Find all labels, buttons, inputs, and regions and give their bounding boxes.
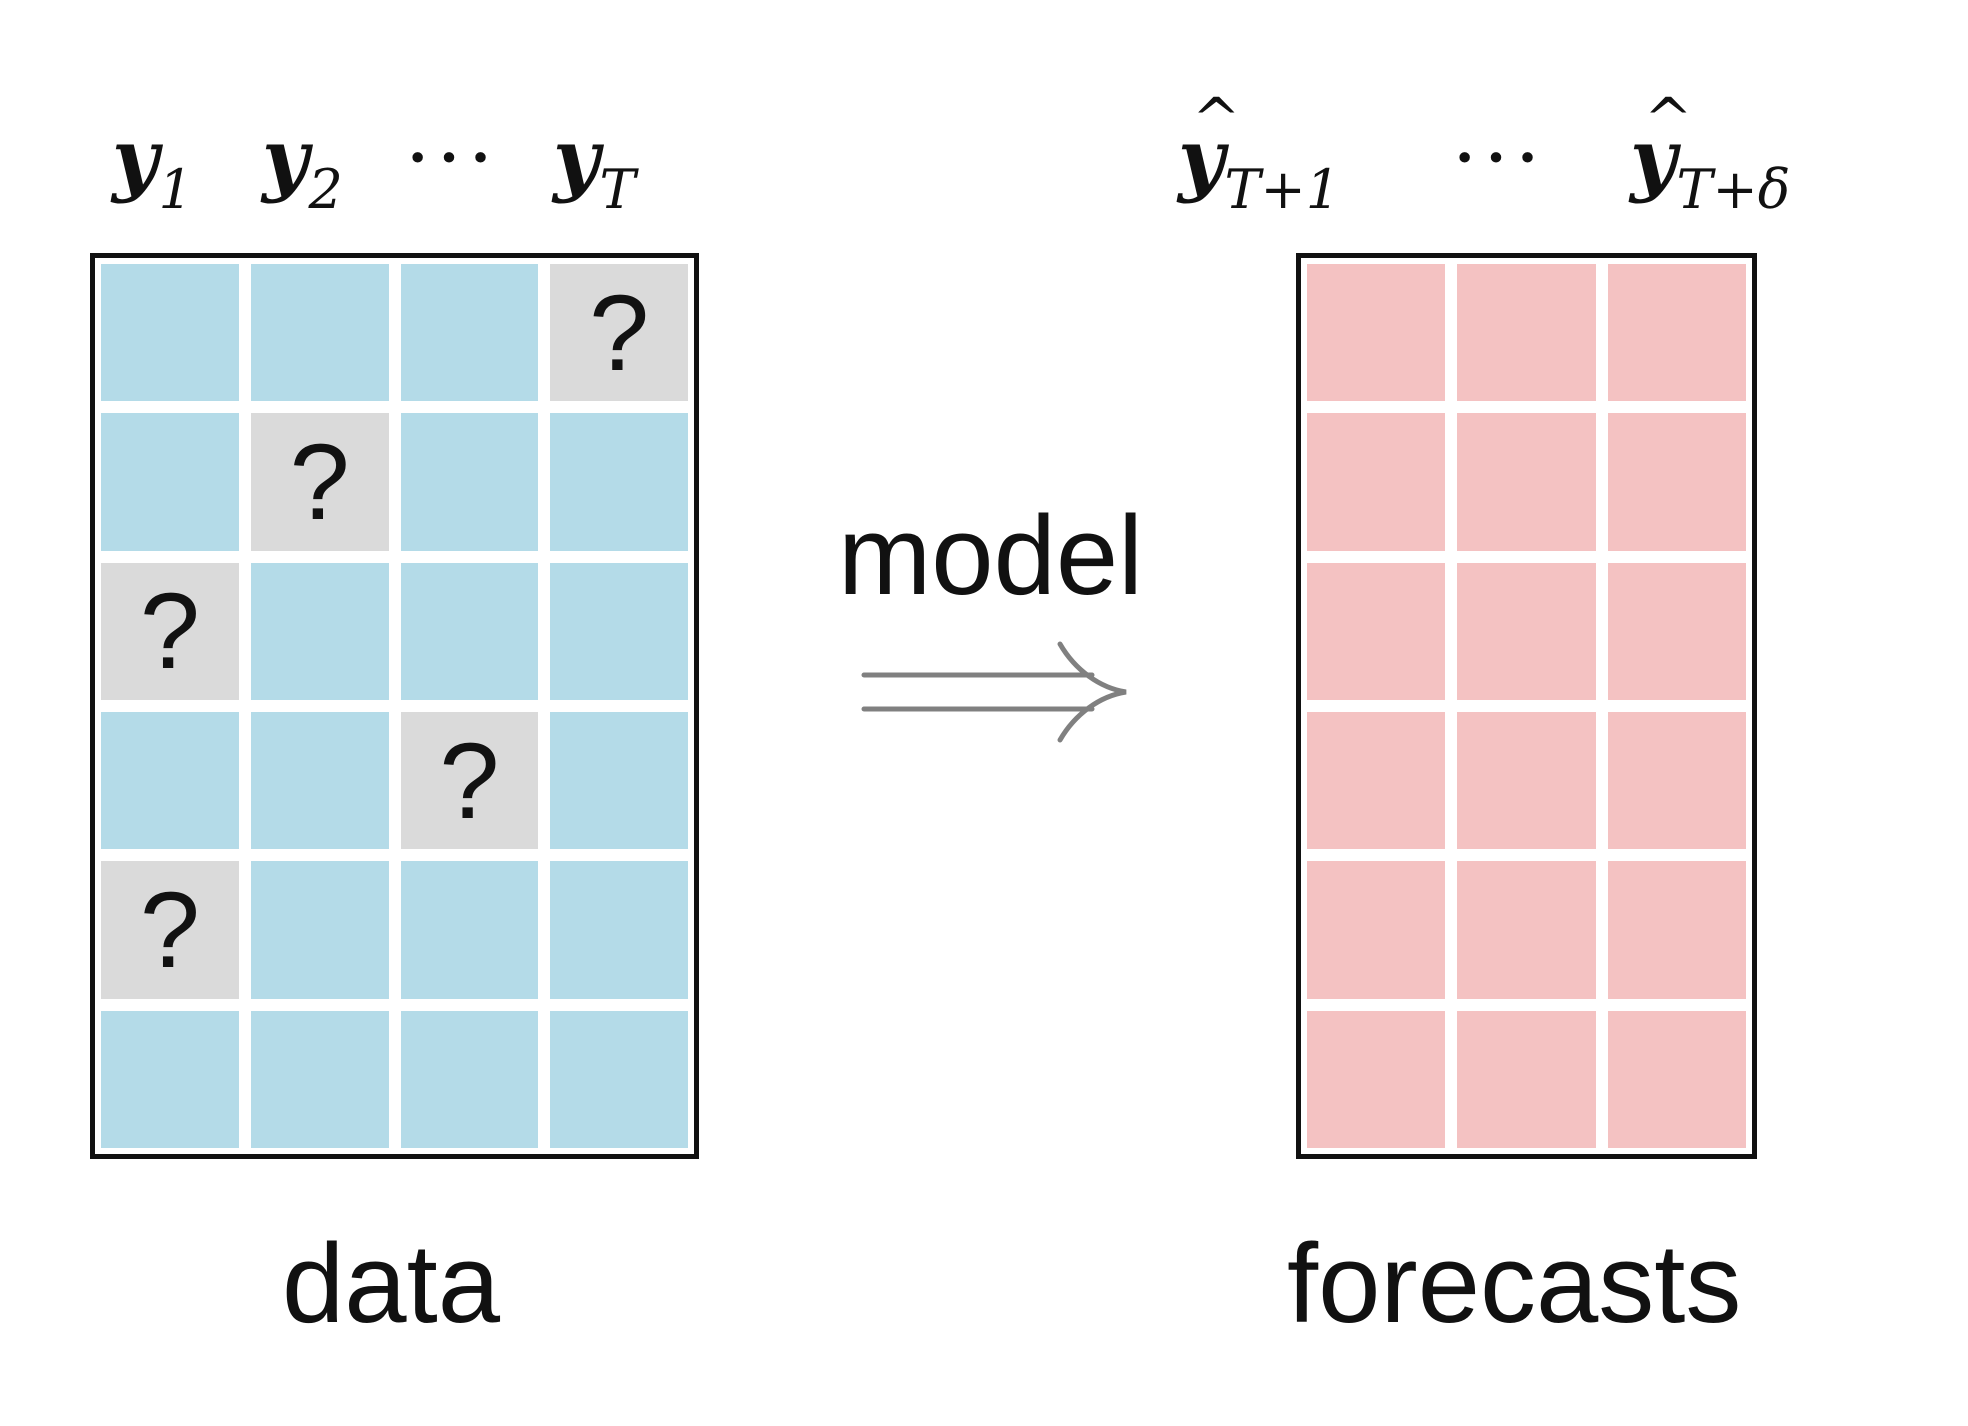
forecast-cell: [1457, 413, 1596, 551]
forecast-matrix: [1296, 253, 1757, 1159]
forecast-cell: [1457, 711, 1596, 850]
forecast-cell: [1307, 264, 1446, 402]
forecast-cell: [1307, 413, 1446, 551]
label-ellipsis-right: ···: [1452, 111, 1547, 204]
forecast-cell: [1607, 711, 1746, 850]
forecast-cell: [1607, 861, 1746, 999]
observed-cell: [550, 861, 688, 999]
forecast-cell: [1307, 1010, 1446, 1148]
observed-cell: [550, 562, 688, 700]
forecast-cell: [1457, 1010, 1596, 1148]
label-yhat-T1: yT+1: [1178, 90, 1340, 217]
forecast-cell: [1457, 562, 1596, 700]
observed-cell: [250, 562, 389, 700]
forecast-cell: [1607, 1010, 1746, 1148]
missing-value-cell: ?: [101, 562, 239, 700]
missing-value-cell: ?: [101, 861, 239, 999]
missing-value-cell: ?: [400, 711, 539, 850]
observed-cell: [400, 562, 539, 700]
data-matrix: ?????: [90, 253, 699, 1159]
forecast-cell: [1607, 413, 1746, 551]
observed-cell: [101, 413, 239, 551]
observed-cell: [101, 264, 239, 402]
observed-cell: [550, 1010, 688, 1148]
forecast-cell: [1607, 562, 1746, 700]
observed-cell: [400, 861, 539, 999]
observed-cell: [101, 1010, 239, 1148]
forecast-cell: [1457, 264, 1596, 402]
forecast-cell: [1457, 861, 1596, 999]
observed-cell: [250, 264, 389, 402]
forecast-cell: [1607, 264, 1746, 402]
label-y2: y2: [262, 111, 343, 221]
observed-cell: [400, 1010, 539, 1148]
label-yT: yT: [553, 111, 636, 221]
observed-cell: [250, 711, 389, 850]
forecast-cell: [1307, 861, 1446, 999]
label-ellipsis-left: ···: [405, 111, 500, 204]
forecasts-caption: forecasts: [1287, 1221, 1742, 1346]
missing-value-cell: ?: [550, 264, 688, 402]
missing-value-cell: ?: [250, 413, 389, 551]
model-label: model: [838, 493, 1144, 618]
forecast-cell: [1307, 562, 1446, 700]
label-yhat-Td: yT+δ: [1630, 90, 1790, 217]
observed-cell: [250, 1010, 389, 1148]
observed-cell: [101, 711, 239, 850]
observed-cell: [400, 413, 539, 551]
label-y1: y1: [112, 111, 193, 221]
observed-cell: [400, 264, 539, 402]
observed-cell: [250, 861, 389, 999]
observed-cell: [550, 413, 688, 551]
forecast-cell: [1307, 711, 1446, 850]
implies-arrow-icon: [861, 641, 1127, 743]
data-caption: data: [282, 1221, 500, 1346]
observed-cell: [550, 711, 688, 850]
